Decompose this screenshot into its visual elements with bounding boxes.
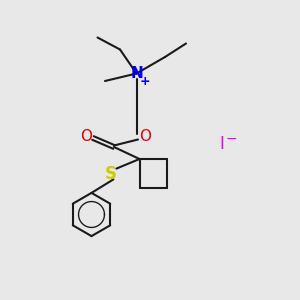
Text: O: O: [80, 129, 92, 144]
Text: N: N: [130, 66, 143, 81]
Text: S: S: [105, 165, 117, 183]
Text: O: O: [139, 129, 151, 144]
Text: +: +: [140, 75, 150, 88]
Text: −: −: [226, 132, 237, 145]
Text: I: I: [220, 135, 224, 153]
